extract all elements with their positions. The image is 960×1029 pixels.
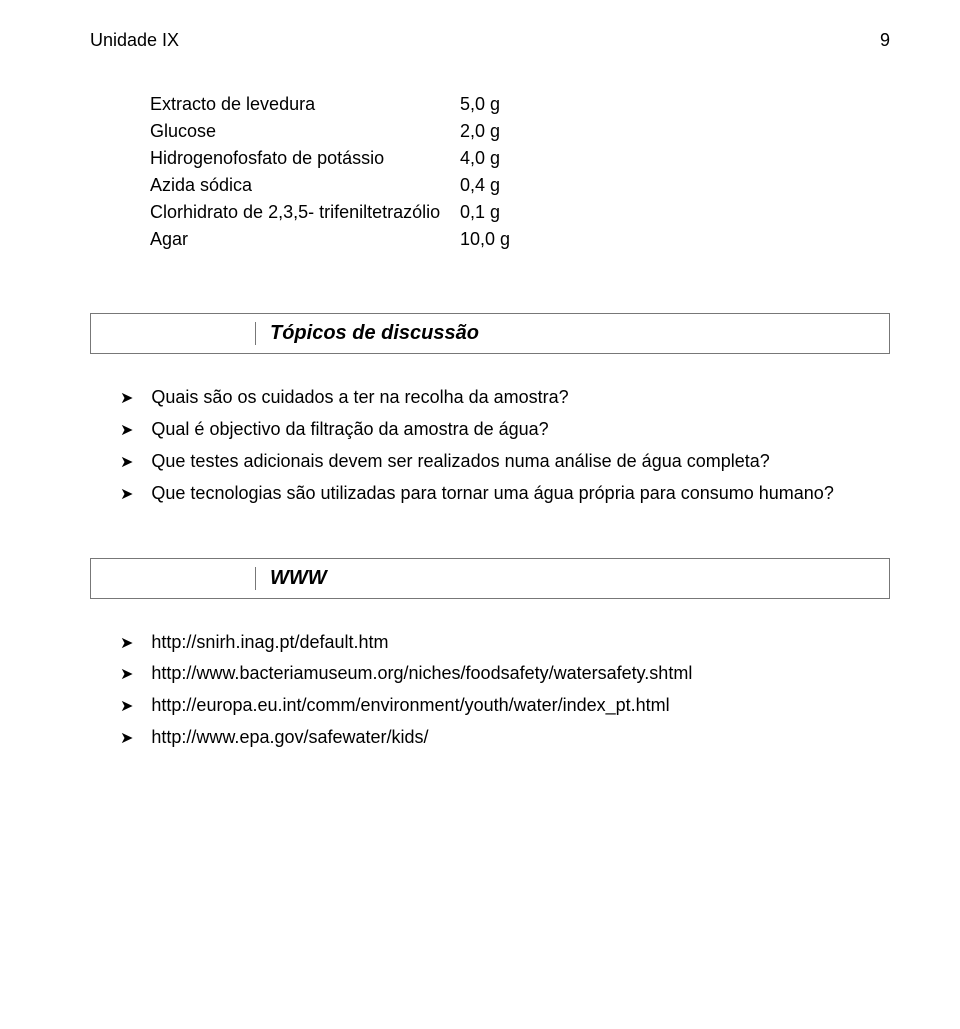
bullet-item: ➤ http://www.epa.gov/safewater/kids/ bbox=[120, 724, 890, 752]
chevron-icon: ➤ bbox=[120, 419, 133, 444]
ingredient-amount: 5,0 g bbox=[460, 91, 500, 118]
ingredient-row: Azida sódica 0,4 g bbox=[150, 172, 890, 199]
unit-title: Unidade IX bbox=[90, 30, 179, 51]
bullet-text: Que testes adicionais devem ser realizad… bbox=[151, 448, 890, 476]
link-text: http://europa.eu.int/comm/environment/yo… bbox=[151, 692, 890, 720]
bullet-item: ➤ http://europa.eu.int/comm/environment/… bbox=[120, 692, 890, 720]
chevron-icon: ➤ bbox=[120, 451, 133, 476]
ingredient-amount: 0,4 g bbox=[460, 172, 500, 199]
ingredient-row: Agar 10,0 g bbox=[150, 226, 890, 253]
bullet-text: Qual é objectivo da filtração da amostra… bbox=[151, 416, 890, 444]
bullet-item: ➤ Qual é objectivo da filtração da amost… bbox=[120, 416, 890, 444]
section-box-inner: WWW bbox=[255, 567, 875, 590]
ingredient-amount: 10,0 g bbox=[460, 226, 510, 253]
bullet-text: Que tecnologias são utilizadas para torn… bbox=[151, 480, 890, 508]
ingredient-amount: 2,0 g bbox=[460, 118, 500, 145]
document-page: Unidade IX 9 Extracto de levedura 5,0 g … bbox=[0, 0, 960, 1029]
ingredient-name: Hidrogenofosfato de potássio bbox=[150, 145, 460, 172]
www-title: WWW bbox=[270, 567, 327, 589]
chevron-icon: ➤ bbox=[120, 727, 133, 752]
section-box-inner: Tópicos de discussão bbox=[255, 322, 875, 345]
ingredient-name: Clorhidrato de 2,3,5- trifeniltetrazólio bbox=[150, 199, 460, 226]
chevron-icon: ➤ bbox=[120, 632, 133, 657]
ingredient-name: Azida sódica bbox=[150, 172, 460, 199]
ingredient-name: Agar bbox=[150, 226, 460, 253]
chevron-icon: ➤ bbox=[120, 387, 133, 412]
discussion-bullets: ➤ Quais são os cuidados a ter na recolha… bbox=[120, 384, 890, 508]
ingredient-name: Extracto de levedura bbox=[150, 91, 460, 118]
ingredient-row: Glucose 2,0 g bbox=[150, 118, 890, 145]
bullet-item: ➤ Que testes adicionais devem ser realiz… bbox=[120, 448, 890, 476]
bullet-item: ➤ Que tecnologias são utilizadas para to… bbox=[120, 480, 890, 508]
page-header: Unidade IX 9 bbox=[90, 30, 890, 51]
bullet-text: Quais são os cuidados a ter na recolha d… bbox=[151, 384, 890, 412]
discussion-section-box: Tópicos de discussão bbox=[90, 313, 890, 354]
link-text: http://snirh.inag.pt/default.htm bbox=[151, 629, 890, 657]
discussion-title: Tópicos de discussão bbox=[270, 322, 479, 344]
ingredient-amount: 0,1 g bbox=[460, 199, 500, 226]
ingredient-list: Extracto de levedura 5,0 g Glucose 2,0 g… bbox=[150, 91, 890, 253]
ingredient-amount: 4,0 g bbox=[460, 145, 500, 172]
ingredient-row: Extracto de levedura 5,0 g bbox=[150, 91, 890, 118]
www-bullets: ➤ http://snirh.inag.pt/default.htm ➤ htt… bbox=[120, 629, 890, 753]
chevron-icon: ➤ bbox=[120, 663, 133, 688]
link-text: http://www.bacteriamuseum.org/niches/foo… bbox=[151, 660, 890, 688]
bullet-item: ➤ Quais são os cuidados a ter na recolha… bbox=[120, 384, 890, 412]
link-text: http://www.epa.gov/safewater/kids/ bbox=[151, 724, 890, 752]
page-number: 9 bbox=[880, 30, 890, 51]
chevron-icon: ➤ bbox=[120, 483, 133, 508]
ingredient-row: Clorhidrato de 2,3,5- trifeniltetrazólio… bbox=[150, 199, 890, 226]
bullet-item: ➤ http://www.bacteriamuseum.org/niches/f… bbox=[120, 660, 890, 688]
chevron-icon: ➤ bbox=[120, 695, 133, 720]
www-section-box: WWW bbox=[90, 558, 890, 599]
ingredient-name: Glucose bbox=[150, 118, 460, 145]
ingredient-row: Hidrogenofosfato de potássio 4,0 g bbox=[150, 145, 890, 172]
bullet-item: ➤ http://snirh.inag.pt/default.htm bbox=[120, 629, 890, 657]
